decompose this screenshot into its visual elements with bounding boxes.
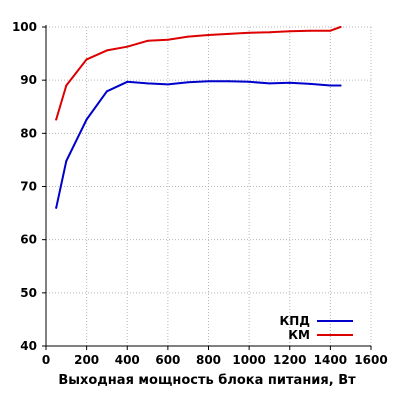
x-axis-title: Выходная мощность блока питания, Вт	[58, 373, 356, 388]
x-tick-label: 1200	[273, 353, 306, 367]
data-point	[207, 33, 210, 36]
y-tick-label: 90	[20, 73, 37, 87]
data-point	[146, 39, 149, 42]
data-point	[166, 83, 169, 86]
y-tick-label: 60	[20, 233, 37, 247]
axes	[42, 25, 372, 350]
data-point	[187, 81, 190, 84]
y-tick-label: 50	[20, 286, 37, 300]
data-point	[227, 80, 230, 83]
data-point	[55, 206, 58, 209]
data-point	[248, 80, 251, 83]
data-point	[227, 32, 230, 35]
data-point	[329, 29, 332, 32]
grid	[46, 26, 372, 346]
y-tick-label: 80	[20, 126, 37, 140]
legend-label: КМ	[288, 328, 310, 342]
data-point	[105, 90, 108, 93]
data-point	[126, 45, 129, 48]
data-point	[187, 35, 190, 38]
x-tick-label: 600	[155, 353, 180, 367]
tick-labels: 0 200 400 600 800 1000 1200 1400 1600 40 50 60 70 80 9…	[12, 20, 388, 367]
x-tick-label: 0	[42, 353, 50, 367]
data-point	[105, 49, 108, 52]
y-tick-label: 40	[20, 339, 37, 353]
data-point	[248, 31, 251, 34]
series-line-2	[55, 26, 342, 121]
data-point	[85, 118, 88, 121]
x-tick-label: 1600	[354, 353, 387, 367]
series-line-1	[55, 80, 342, 209]
x-tick-label: 800	[196, 353, 221, 367]
x-tick-label: 1000	[232, 353, 265, 367]
data-point	[166, 38, 169, 41]
y-tick-label: 100	[12, 20, 37, 34]
data-point	[268, 31, 271, 34]
data-point	[126, 80, 129, 83]
series-lines	[55, 26, 342, 209]
x-tick-label: 400	[115, 353, 140, 367]
y-tick-label: 70	[20, 180, 37, 194]
data-point	[85, 58, 88, 61]
legend-label: КПД	[279, 314, 310, 328]
data-point	[146, 82, 149, 85]
data-point	[55, 118, 58, 121]
data-point	[309, 82, 312, 85]
data-point	[309, 29, 312, 32]
data-point	[65, 159, 68, 162]
data-point	[288, 81, 291, 84]
data-point	[65, 84, 68, 87]
x-tick-label: 200	[74, 353, 99, 367]
data-point	[339, 84, 342, 87]
data-point	[329, 84, 332, 87]
data-point	[288, 30, 291, 33]
data-point	[339, 26, 342, 28]
data-point	[207, 80, 210, 83]
data-point	[268, 82, 271, 85]
x-tick-label: 1400	[314, 353, 347, 367]
